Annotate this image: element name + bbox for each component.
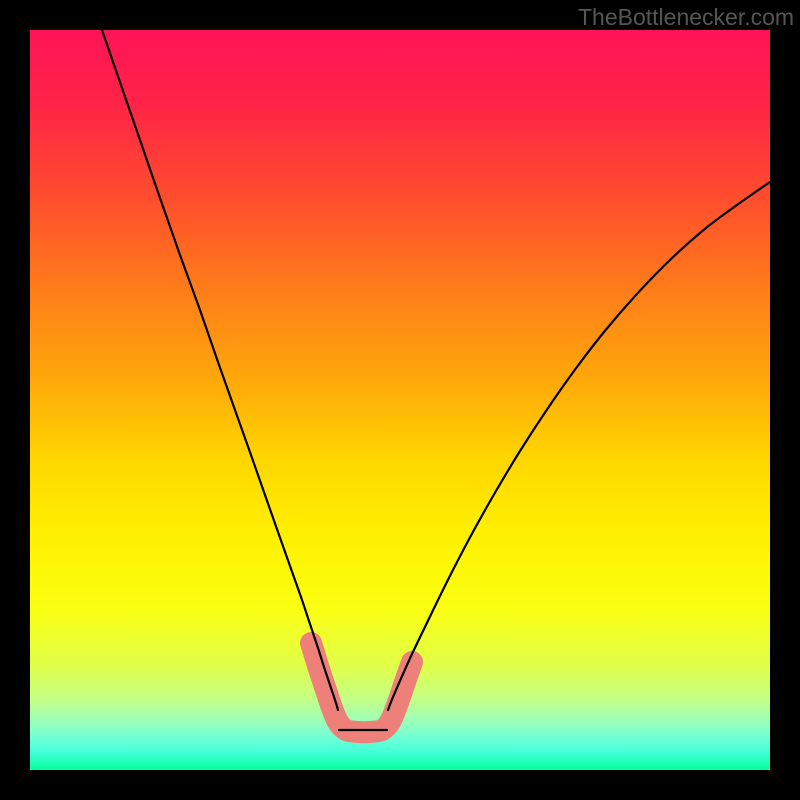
chart-frame: TheBottlenecker.com	[0, 0, 800, 800]
bottleneck-curve-chart	[30, 30, 770, 770]
watermark-text: TheBottlenecker.com	[578, 4, 794, 31]
